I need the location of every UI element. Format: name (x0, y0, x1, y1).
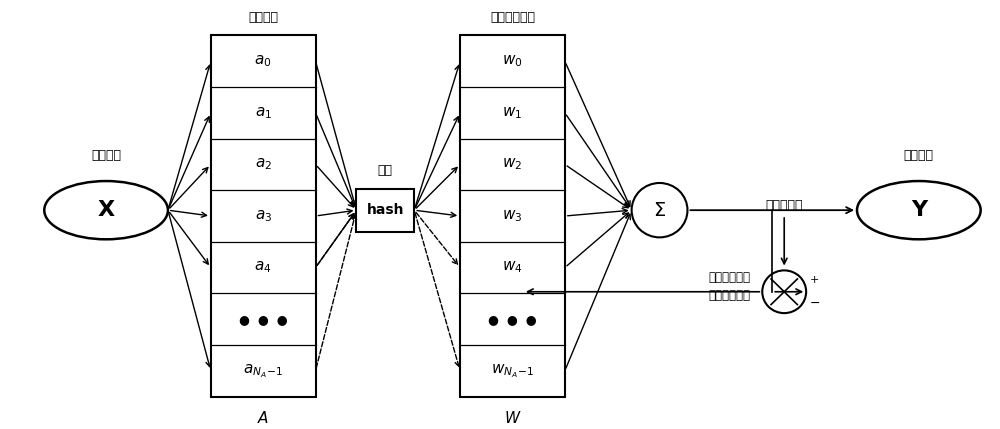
Circle shape (632, 183, 687, 237)
Text: X: X (98, 200, 115, 220)
Circle shape (762, 270, 806, 313)
Text: 联想单元: 联想单元 (248, 11, 278, 24)
Text: $a_1$: $a_1$ (255, 105, 272, 121)
Text: hash: hash (367, 203, 404, 217)
Text: +: + (810, 275, 820, 285)
Text: $w_2$: $w_2$ (502, 157, 523, 172)
Text: 输入单元: 输入单元 (91, 148, 121, 162)
Text: 期望的输出: 期望的输出 (765, 199, 803, 212)
Text: $w_3$: $w_3$ (502, 208, 523, 224)
Ellipse shape (857, 181, 981, 239)
Text: ●  ●  ●: ● ● ● (239, 313, 287, 326)
Text: $a_4$: $a_4$ (254, 260, 272, 275)
Text: −: − (810, 297, 821, 310)
Text: 哈希: 哈希 (378, 164, 393, 177)
Bar (211, 35, 316, 397)
Ellipse shape (44, 181, 168, 239)
Text: 输出单元: 输出单元 (904, 148, 934, 162)
Text: 权值存储空间: 权值存储空间 (490, 11, 535, 24)
Bar (356, 189, 414, 232)
Text: $w_{N_A\!-\!1}$: $w_{N_A\!-\!1}$ (491, 362, 534, 380)
Text: ●  ●  ●: ● ● ● (488, 313, 537, 326)
Text: 调整激活权值
单元中的权重: 调整激活权值 单元中的权重 (708, 272, 750, 302)
Text: $a_{N_A\!-\!1}$: $a_{N_A\!-\!1}$ (243, 362, 283, 380)
Bar (460, 35, 565, 397)
Text: $w_1$: $w_1$ (502, 105, 523, 121)
Text: $a_0$: $a_0$ (254, 53, 272, 69)
Text: $w_4$: $w_4$ (502, 260, 523, 275)
Text: $\Sigma$: $\Sigma$ (653, 201, 666, 220)
Text: Y: Y (911, 200, 927, 220)
Text: W: W (505, 411, 520, 426)
Text: $a_2$: $a_2$ (255, 157, 272, 172)
Text: A: A (258, 411, 268, 426)
Text: $a_3$: $a_3$ (255, 208, 272, 224)
Text: $w_0$: $w_0$ (502, 53, 523, 69)
